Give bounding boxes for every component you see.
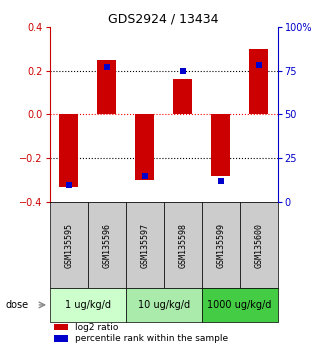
Text: dose: dose xyxy=(6,300,29,310)
Bar xyxy=(202,202,240,288)
Text: GSM135600: GSM135600 xyxy=(254,223,263,268)
Bar xyxy=(97,59,116,114)
Bar xyxy=(54,336,68,342)
Text: log2 ratio: log2 ratio xyxy=(75,323,118,332)
Bar xyxy=(88,202,126,288)
Bar xyxy=(126,288,202,321)
Text: 10 ug/kg/d: 10 ug/kg/d xyxy=(138,300,190,310)
Text: GSM135597: GSM135597 xyxy=(140,223,149,268)
Bar xyxy=(240,202,278,288)
Text: GSM135598: GSM135598 xyxy=(178,223,187,268)
Text: 1 ug/kg/d: 1 ug/kg/d xyxy=(65,300,111,310)
Bar xyxy=(59,114,78,187)
Bar xyxy=(135,114,154,181)
Title: GDS2924 / 13434: GDS2924 / 13434 xyxy=(108,12,219,25)
Text: GSM135596: GSM135596 xyxy=(102,223,111,268)
Bar xyxy=(54,324,68,330)
Bar xyxy=(50,202,88,288)
Bar xyxy=(50,288,126,321)
Bar xyxy=(164,202,202,288)
Bar xyxy=(202,288,278,321)
Bar xyxy=(211,114,230,176)
Text: GSM135595: GSM135595 xyxy=(64,223,73,268)
Text: percentile rank within the sample: percentile rank within the sample xyxy=(75,334,228,343)
Text: 1000 ug/kg/d: 1000 ug/kg/d xyxy=(207,300,272,310)
Text: GSM135599: GSM135599 xyxy=(216,223,225,268)
Bar xyxy=(173,79,192,114)
Bar xyxy=(249,48,268,114)
Bar xyxy=(126,202,164,288)
